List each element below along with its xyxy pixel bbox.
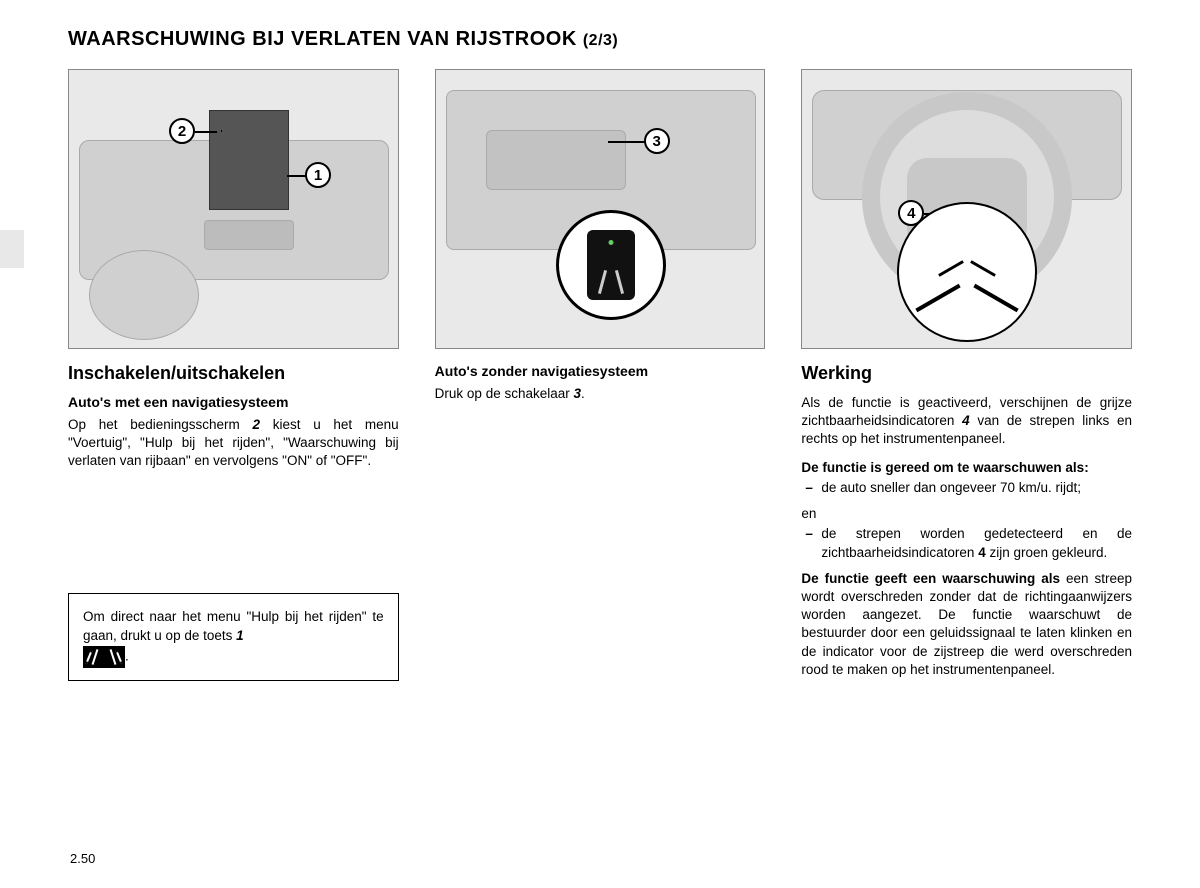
indicator-closeup [897, 202, 1037, 342]
ready-conditions-list: de auto sneller dan ongeveer 70 km/u. ri… [801, 479, 1132, 497]
callout-1: 1 [305, 162, 331, 188]
heading-enable: Inschakelen/uitschakelen [68, 363, 399, 384]
manual-page: WAARSCHUWING BIJ VERLATEN VAN RIJSTROOK … [0, 0, 1200, 888]
switch-closeup [556, 210, 666, 320]
list-item: de auto sneller dan ongeveer 70 km/u. ri… [801, 479, 1132, 497]
title-part: (2/3) [583, 32, 618, 49]
figure-switch: 51267 3 [435, 69, 766, 349]
ready-conditions-list-2: de strepen worden gedetecteerd en de zic… [801, 525, 1132, 561]
para-nav-instructions: Op het bedieningsscherm 2 kiest u het me… [68, 416, 399, 471]
list-item: de strepen worden gedetecteerd en de zic… [801, 525, 1132, 561]
para-switch-instruction: Druk op de schakelaar 3. [435, 385, 766, 403]
note-box: Om direct naar het menu "Hulp bij het ri… [68, 593, 399, 681]
column-right: 51056 4 Werking Als de functie is geacti… [801, 69, 1132, 689]
callout-2: 2 [169, 118, 195, 144]
column-center: 51267 3 Auto's zonder navigatiesysteem D… [435, 69, 766, 689]
callout-3: 3 [644, 128, 670, 154]
para-operation-intro: Als de functie is geactiveerd, verschijn… [801, 394, 1132, 449]
column-left: 50841 2 1 Inschakelen/uitschakelen Auto'… [68, 69, 399, 689]
page-number: 2.50 [70, 851, 95, 866]
para-warning: De functie geeft een waarschuwing als ee… [801, 570, 1132, 679]
and-text: en [801, 505, 1132, 523]
page-title: WAARSCHUWING BIJ VERLATEN VAN RIJSTROOK … [68, 28, 1140, 51]
subheading-with-nav: Auto's met een navigatiesysteem [68, 394, 399, 410]
lead-ready: De functie is gereed om te waarschuwen a… [801, 459, 1132, 477]
lane-icon [83, 646, 125, 668]
subheading-without-nav: Auto's zonder navigatiesysteem [435, 363, 766, 379]
title-main: WAARSCHUWING BIJ VERLATEN VAN RIJSTROOK [68, 28, 577, 50]
content-columns: 50841 2 1 Inschakelen/uitschakelen Auto'… [68, 69, 1132, 689]
figure-steering-wheel: 51056 4 [801, 69, 1132, 349]
figure-dashboard-nav: 50841 2 1 [68, 69, 399, 349]
heading-operation: Werking [801, 363, 1132, 384]
lane-switch-icon [587, 230, 635, 300]
